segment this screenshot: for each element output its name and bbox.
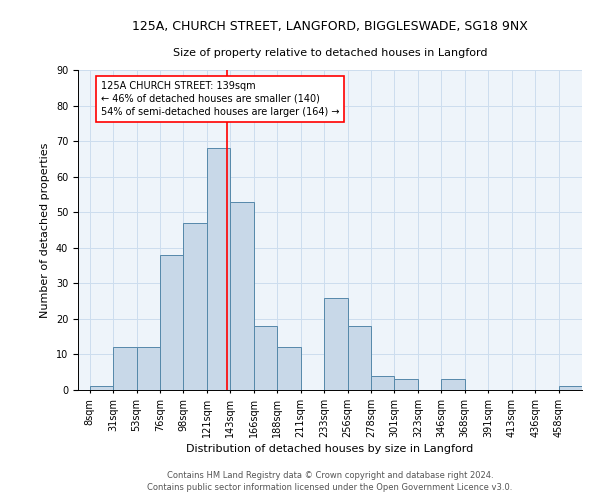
Text: 125A, CHURCH STREET, LANGFORD, BIGGLESWADE, SG18 9NX: 125A, CHURCH STREET, LANGFORD, BIGGLESWA… [132, 20, 528, 33]
Bar [347, 326, 371, 390]
Bar [230, 202, 254, 390]
Bar [371, 376, 394, 390]
X-axis label: Distribution of detached houses by size in Langford: Distribution of detached houses by size … [187, 444, 473, 454]
Bar [184, 223, 207, 390]
Bar [113, 348, 137, 390]
Bar [90, 386, 113, 390]
Bar [559, 386, 582, 390]
Y-axis label: Number of detached properties: Number of detached properties [40, 142, 50, 318]
Bar [207, 148, 230, 390]
Bar [394, 380, 418, 390]
Bar [324, 298, 347, 390]
Text: Contains HM Land Registry data © Crown copyright and database right 2024.
Contai: Contains HM Land Registry data © Crown c… [148, 471, 512, 492]
Text: Size of property relative to detached houses in Langford: Size of property relative to detached ho… [173, 48, 487, 58]
Bar [254, 326, 277, 390]
Bar [442, 380, 465, 390]
Text: 125A CHURCH STREET: 139sqm
← 46% of detached houses are smaller (140)
54% of sem: 125A CHURCH STREET: 139sqm ← 46% of deta… [101, 80, 340, 117]
Bar [277, 348, 301, 390]
Bar [137, 348, 160, 390]
Bar [160, 255, 184, 390]
